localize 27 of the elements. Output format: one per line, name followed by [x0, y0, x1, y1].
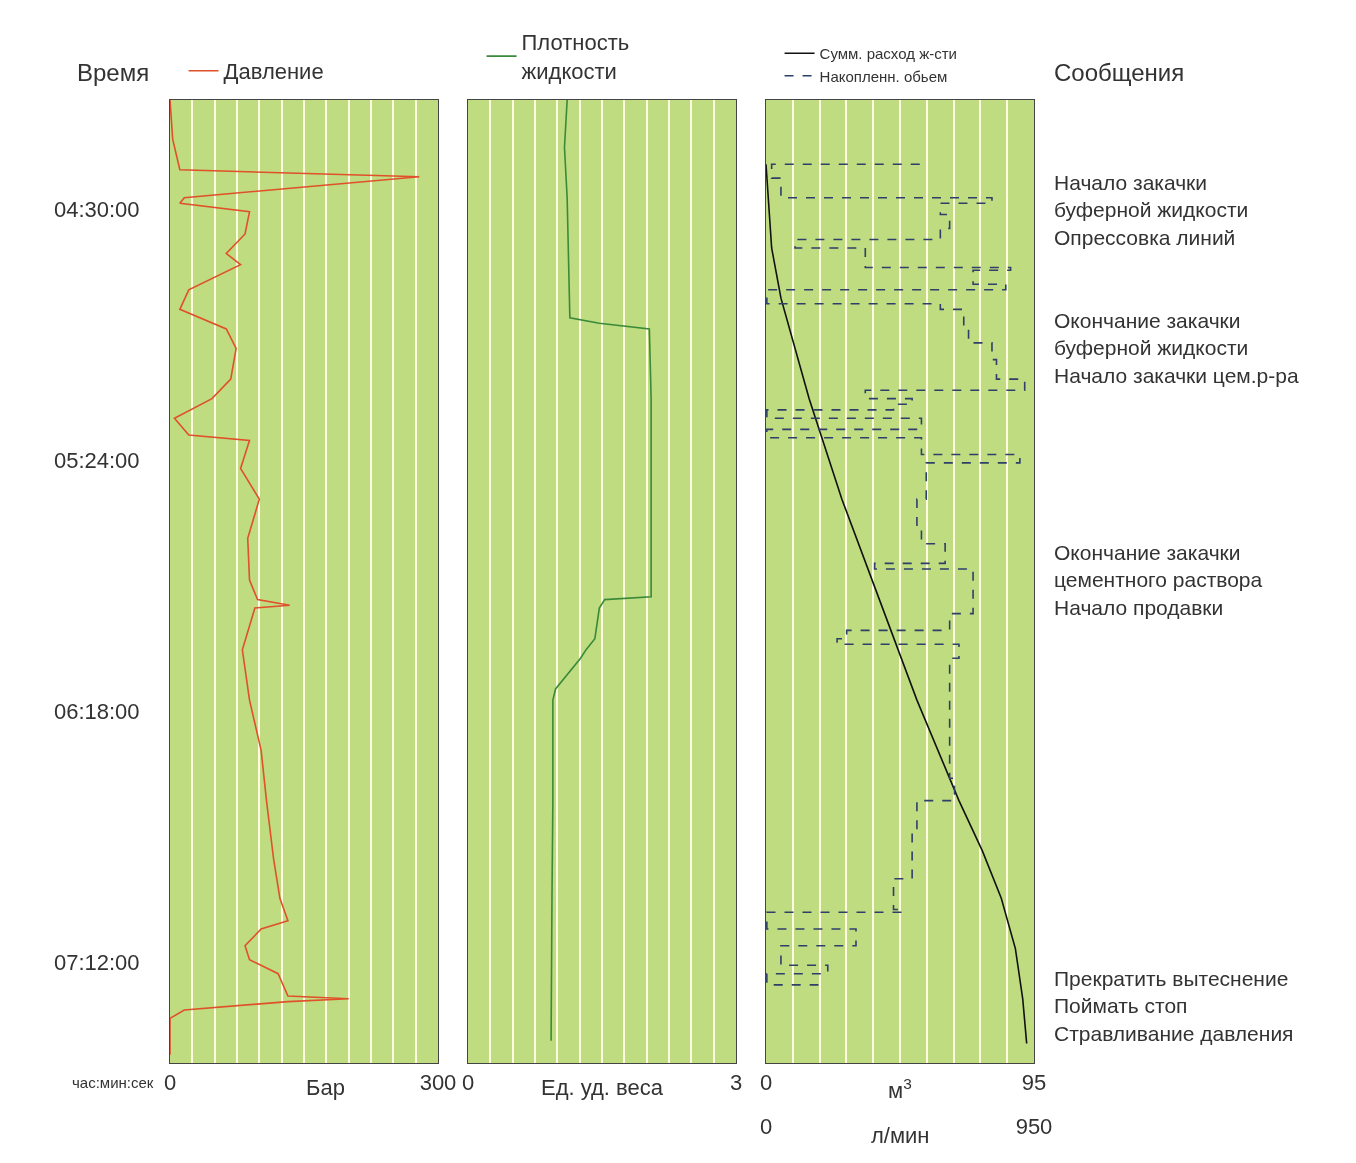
x-tick-label: 3	[729, 1070, 743, 1096]
legend-label: Сумм. расход ж-сти	[819, 45, 957, 63]
y-axis-title: Время	[77, 59, 150, 86]
x-axis-title: м$^{3}$	[888, 1075, 912, 1104]
text: Начало закачки буферной жидкости Опрессовка линий	[1054, 171, 1249, 249]
y-tick-label: 06:18:00	[53, 699, 140, 724]
x-axis-title: Бар	[306, 1075, 345, 1100]
text: час:мин:сек	[72, 1074, 154, 1091]
text: Сообщения	[1054, 59, 1185, 86]
x-tick-label: 95	[1021, 1070, 1047, 1096]
x-axis-title: Ед. уд. веса	[541, 1075, 664, 1100]
x-tick-label: 0	[163, 1070, 177, 1096]
y-tick-label: 07:12:00	[53, 950, 140, 976]
x2-tick-label: 950	[1015, 1114, 1053, 1139]
legend-label: Плотность жидкости	[521, 30, 630, 84]
x-tick-label: 0	[461, 1070, 475, 1096]
legend-label: Давление	[223, 59, 324, 85]
text: Окончание закачки буферной жидкости Начало закачки цем.р-ра	[1054, 309, 1299, 387]
y-tick-label: 04:30:00	[53, 196, 140, 222]
text: Прекратить вытеснение Поймать стоп Стравливание давления	[1054, 967, 1294, 1045]
x-tick-label: 300	[419, 1070, 457, 1096]
text: Окончание закачки цементного раствора Начало продавки	[1054, 541, 1263, 619]
x-tick-label: 0	[759, 1070, 773, 1096]
legend-label: Накопленн. обьем	[819, 67, 948, 85]
x2-axis-title: л/мин	[871, 1123, 930, 1148]
y-tick-label: 05:24:00	[53, 447, 140, 473]
x2-tick-label: 0	[759, 1114, 773, 1139]
